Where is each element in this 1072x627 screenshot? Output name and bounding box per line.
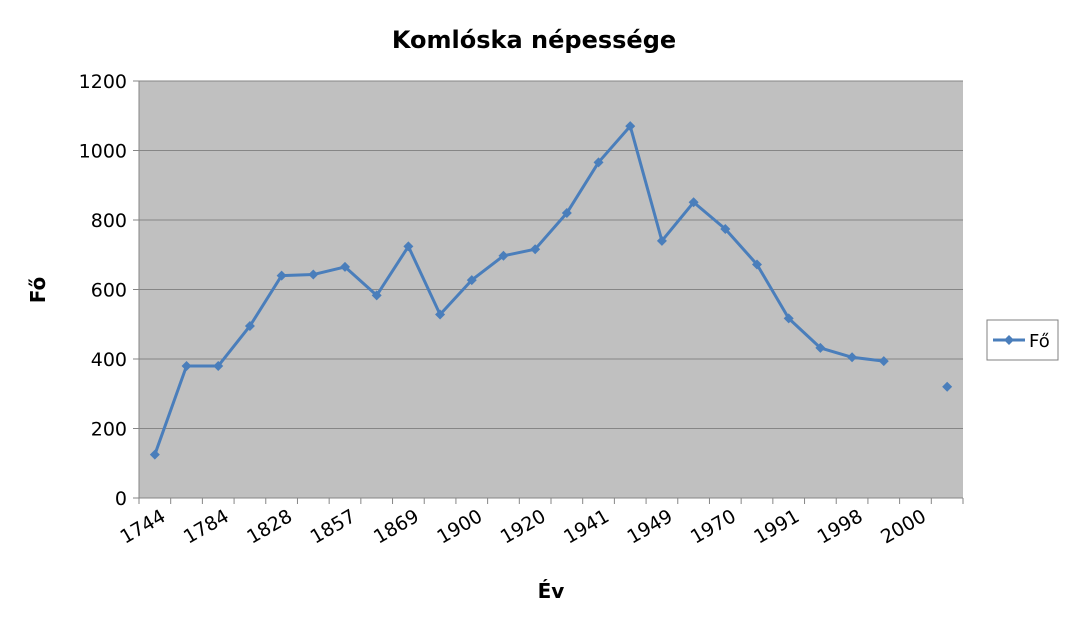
- x-tick-label: 1998: [814, 505, 867, 548]
- y-tick-label: 1000: [79, 141, 127, 163]
- x-tick-labels: 1744 1784 1828 1857 1869 1900 1920 1941 1949 1970…: [116, 505, 929, 548]
- data-point: [688, 197, 699, 208]
- x-tick-label: 1784: [180, 505, 233, 548]
- x-tick-label: 1941: [560, 505, 613, 548]
- x-tick-label: 1949: [624, 505, 677, 548]
- data-point: [340, 261, 350, 272]
- data-point: [752, 259, 762, 270]
- data-point: [847, 352, 858, 363]
- data-point: [213, 360, 224, 371]
- x-tick-label: 1828: [243, 505, 296, 548]
- y-tick-label: 400: [91, 349, 127, 371]
- data-point: [435, 309, 446, 320]
- legend-label: Fő: [1029, 331, 1050, 352]
- data-point: [720, 224, 731, 235]
- x-tick-label: 1991: [750, 505, 803, 548]
- y-tick-label: 1200: [79, 71, 127, 93]
- data-point: [308, 269, 319, 280]
- data-point: [149, 449, 160, 460]
- data-point: [656, 235, 667, 246]
- x-tick-label: 1900: [433, 505, 486, 548]
- gridlines: [133, 80, 964, 504]
- x-tick-label: 1970: [687, 505, 740, 548]
- x-tick-label: 1920: [497, 505, 550, 548]
- data-point: [942, 381, 953, 392]
- series-line: [153, 124, 884, 456]
- y-tick-label: 0: [115, 488, 127, 510]
- data-point: [593, 157, 604, 168]
- data-point: [625, 121, 636, 132]
- x-tick-label: 2000: [877, 505, 930, 548]
- data-point: [878, 356, 889, 367]
- data-point: [466, 275, 477, 286]
- axes: [138, 81, 963, 499]
- data-point: [783, 313, 794, 324]
- y-axis-title: Fő: [26, 277, 50, 304]
- data-point: [403, 241, 414, 252]
- data-point: [244, 320, 255, 331]
- y-tick-label: 800: [91, 210, 127, 232]
- legend: Fő: [986, 319, 1059, 361]
- x-tick-label: 1857: [307, 505, 360, 548]
- data-point: [498, 250, 509, 261]
- legend-marker: [1004, 335, 1014, 345]
- x-axis-title: Év: [538, 579, 565, 603]
- chart-title: Komlóska népessége: [392, 26, 676, 54]
- data-point: [276, 270, 287, 281]
- series-layer: [149, 121, 953, 460]
- data-point: [561, 208, 572, 219]
- x-tick-label: 1869: [370, 505, 423, 548]
- x-tick-label: 1744: [116, 505, 169, 548]
- y-tick-labels: 0 200 400 600 800 1000 1200: [79, 71, 127, 510]
- data-point: [530, 244, 541, 255]
- data-point: [371, 290, 382, 301]
- data-point: [815, 342, 826, 353]
- y-tick-label: 600: [91, 280, 127, 302]
- y-tick-label: 200: [91, 419, 127, 441]
- data-point: [181, 360, 192, 371]
